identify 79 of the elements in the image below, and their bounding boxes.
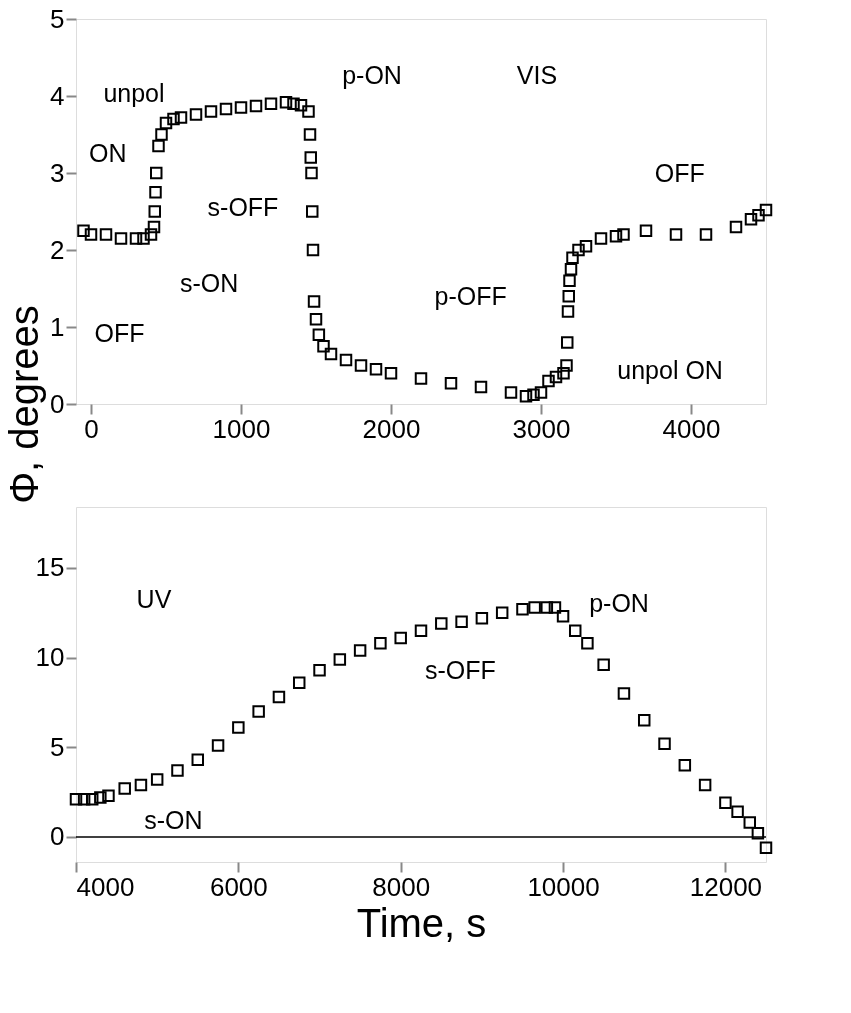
x-tick-label: 1000 bbox=[212, 413, 271, 444]
point bbox=[540, 601, 554, 614]
point bbox=[678, 758, 692, 772]
point bbox=[556, 610, 570, 623]
x-tick-label: 10000 bbox=[527, 871, 600, 902]
point bbox=[455, 615, 468, 628]
annotation: p-ON bbox=[342, 60, 402, 89]
x-tick-label: 3000 bbox=[512, 413, 571, 444]
point bbox=[698, 778, 712, 792]
annotation: ON bbox=[88, 138, 127, 167]
y-tick-label: 0 bbox=[50, 388, 65, 419]
point bbox=[516, 602, 529, 616]
x-tick-label: 2000 bbox=[362, 413, 421, 444]
point bbox=[333, 653, 347, 666]
point bbox=[353, 644, 367, 657]
point bbox=[731, 805, 744, 819]
point bbox=[435, 617, 448, 630]
point bbox=[150, 773, 164, 786]
annotation: s-ON bbox=[180, 268, 239, 297]
point bbox=[581, 637, 594, 650]
y-tick-label: 4 bbox=[50, 80, 65, 111]
point bbox=[118, 782, 131, 795]
point bbox=[751, 827, 765, 840]
annotation: unpol bbox=[103, 79, 165, 108]
point bbox=[495, 606, 509, 620]
x-tick-label: 6000 bbox=[209, 871, 268, 902]
annotation: OFF bbox=[94, 318, 145, 347]
point bbox=[313, 663, 326, 677]
point bbox=[211, 739, 225, 752]
point bbox=[171, 764, 184, 777]
point bbox=[102, 789, 115, 802]
point bbox=[637, 714, 651, 727]
x-tick-label: 8000 bbox=[372, 871, 431, 902]
x-tick-label: 4000 bbox=[662, 413, 721, 444]
annotation: p-ON bbox=[589, 588, 649, 617]
y-axis-title: Φ, degrees bbox=[2, 305, 47, 504]
annotation: OFF bbox=[654, 158, 705, 187]
x-tick-label: 4000 bbox=[76, 871, 135, 902]
annotation: s-ON bbox=[144, 805, 203, 834]
point bbox=[658, 737, 671, 750]
point bbox=[759, 841, 773, 854]
point bbox=[528, 601, 541, 614]
point bbox=[272, 690, 286, 704]
annotation: p-OFF bbox=[434, 281, 507, 310]
point bbox=[374, 637, 387, 650]
point bbox=[77, 793, 91, 806]
y-tick-label: 1 bbox=[50, 311, 65, 342]
point bbox=[743, 816, 757, 829]
annotation: UV bbox=[136, 585, 172, 614]
annotation: unpol ON bbox=[617, 355, 723, 384]
point bbox=[719, 796, 732, 810]
point bbox=[252, 705, 265, 718]
annotation: s-OFF bbox=[424, 656, 496, 685]
x-axis-title: Time, s bbox=[356, 900, 487, 945]
y-tick-label: 5 bbox=[50, 731, 65, 762]
point bbox=[414, 624, 428, 637]
point bbox=[597, 658, 610, 672]
y-tick-label: 5 bbox=[50, 3, 65, 34]
y-tick-label: 3 bbox=[50, 157, 65, 188]
annotation: VIS bbox=[516, 60, 558, 89]
y-tick-label: 2 bbox=[50, 234, 65, 265]
point bbox=[134, 778, 148, 792]
point bbox=[191, 753, 205, 767]
point bbox=[69, 793, 83, 806]
y-tick-label: 10 bbox=[35, 642, 65, 673]
y-tick-label: 0 bbox=[50, 821, 65, 852]
point bbox=[568, 624, 582, 637]
point bbox=[394, 631, 407, 645]
y-tick-label: 15 bbox=[35, 552, 65, 583]
point bbox=[617, 687, 631, 700]
point bbox=[85, 793, 99, 806]
point bbox=[94, 791, 107, 804]
point bbox=[548, 601, 562, 614]
point bbox=[475, 611, 489, 625]
annotation: s-OFF bbox=[207, 193, 279, 222]
x-tick-label: 0 bbox=[84, 413, 99, 444]
point bbox=[232, 721, 245, 734]
point bbox=[292, 676, 306, 689]
x-tick-label: 12000 bbox=[689, 871, 763, 902]
